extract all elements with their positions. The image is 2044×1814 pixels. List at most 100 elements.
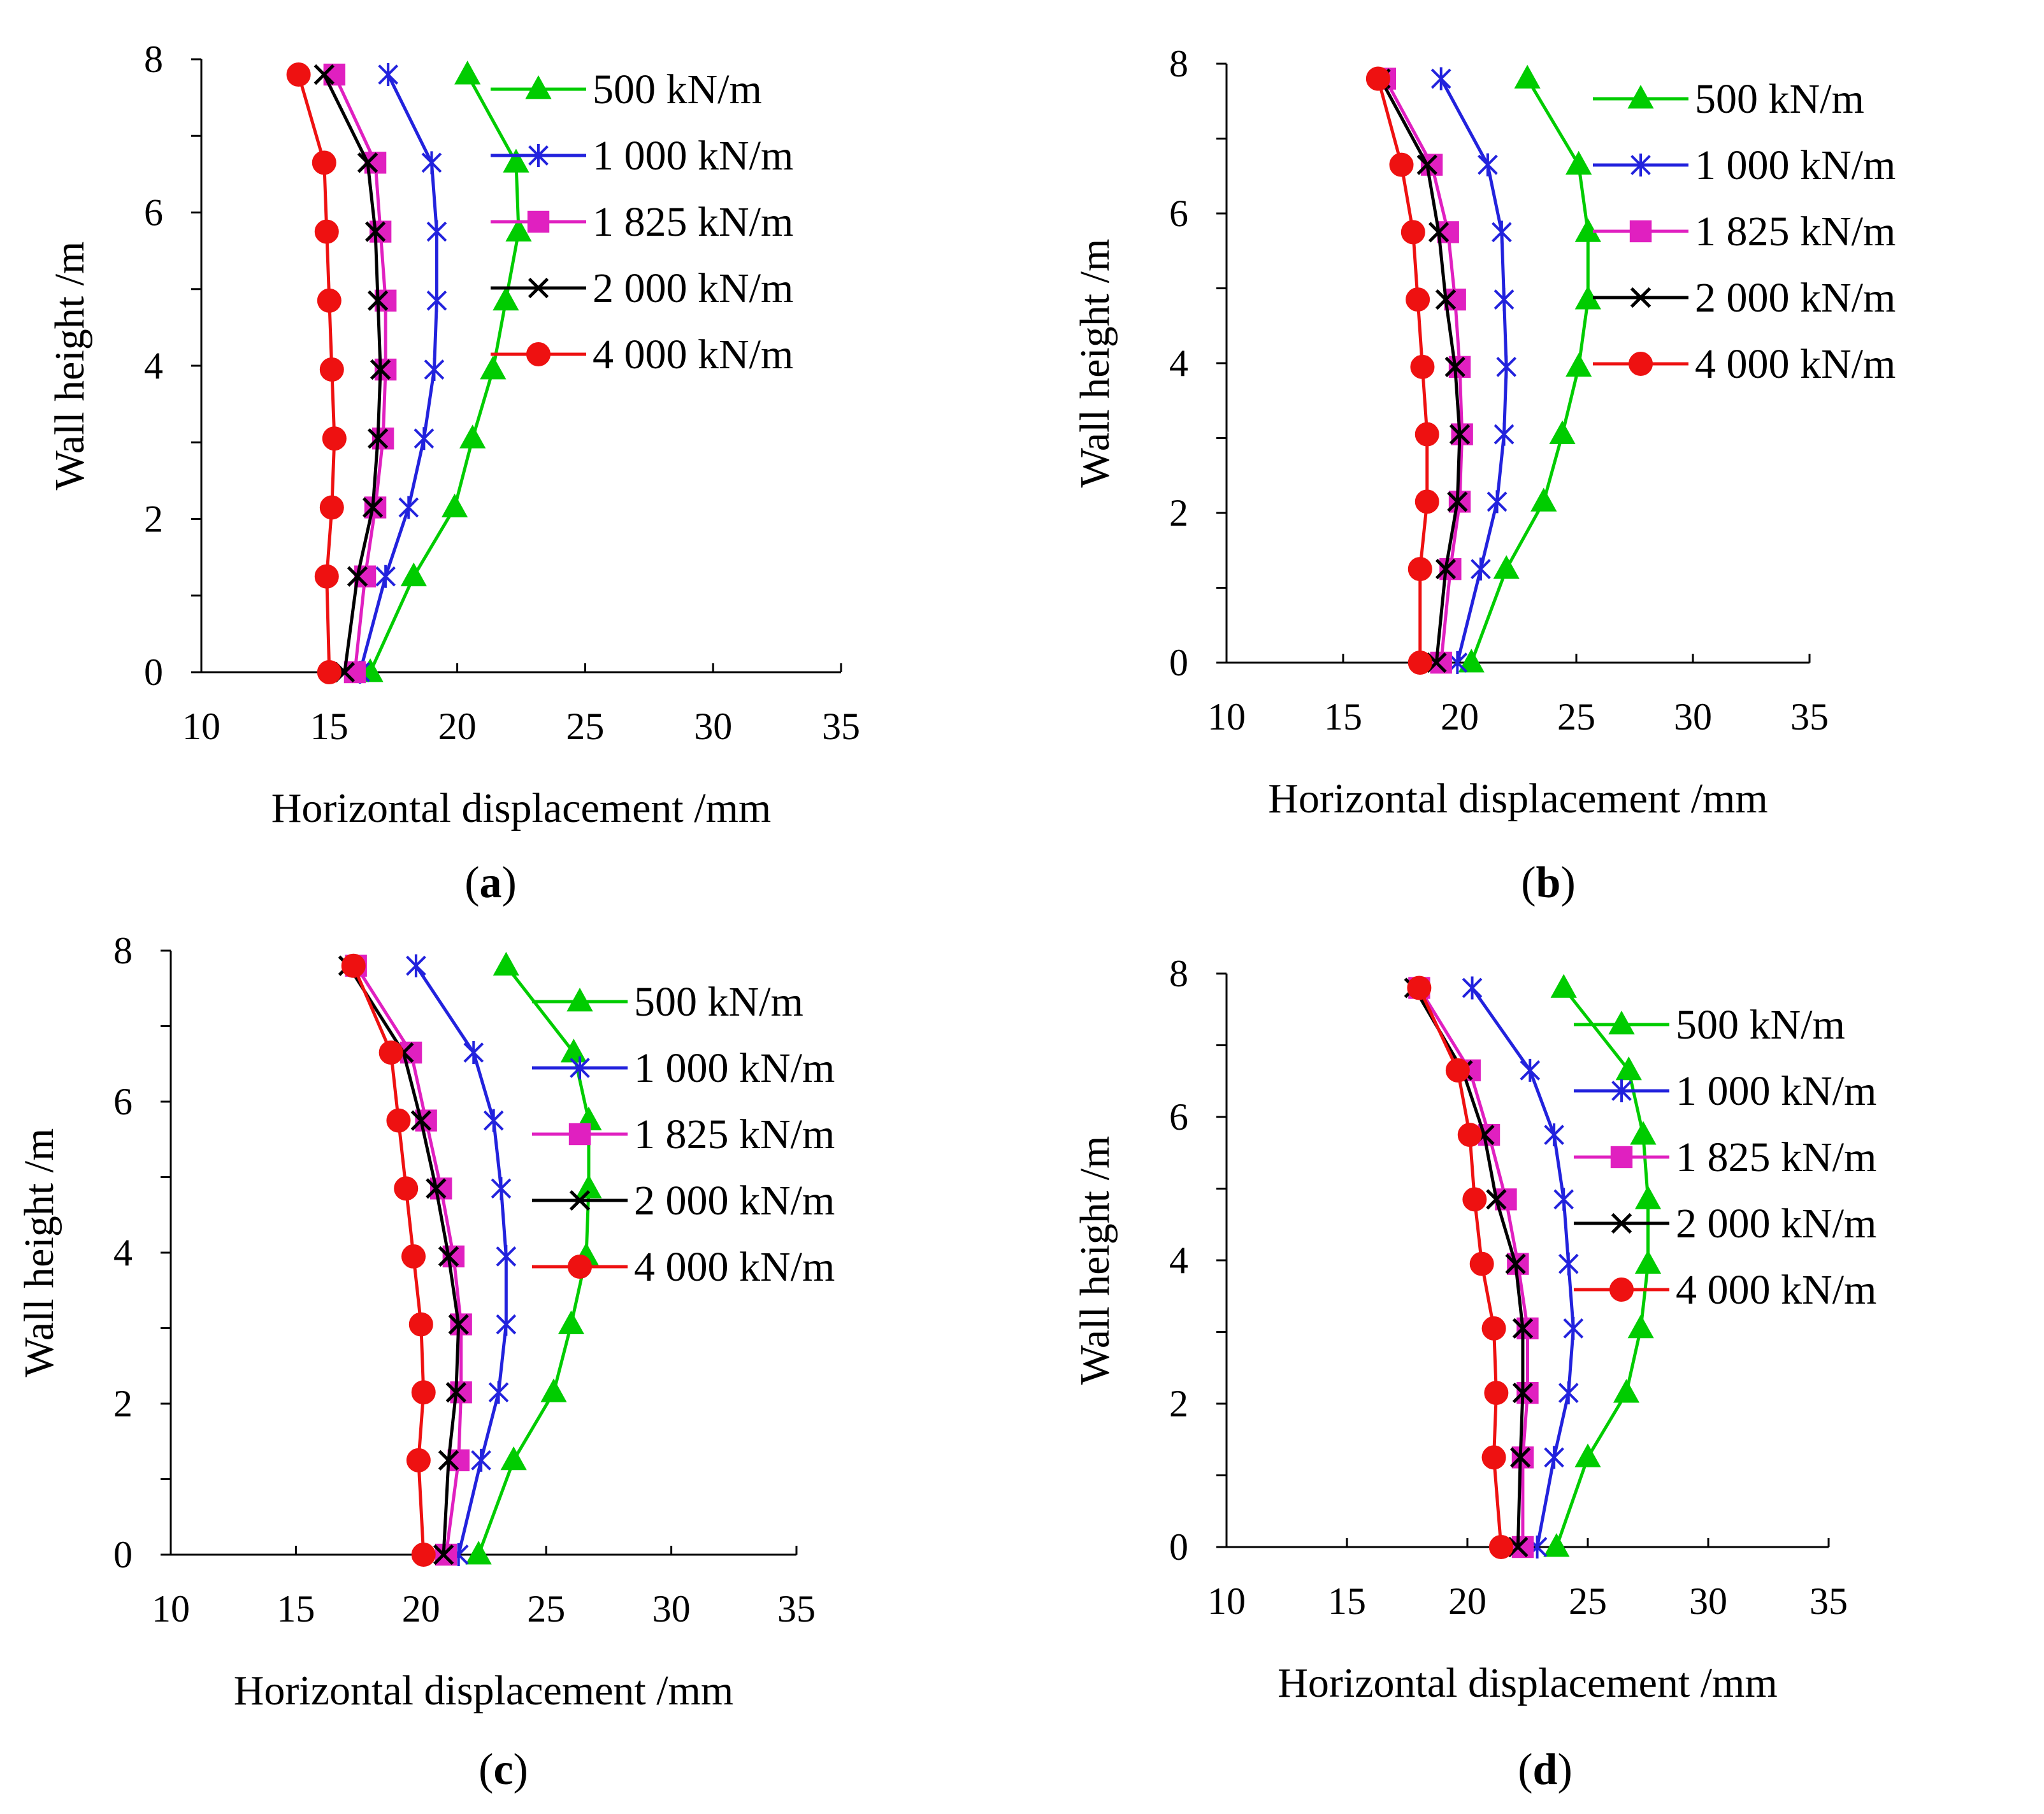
data-point [370,359,391,380]
series-3 [313,64,391,683]
y-axis-title: Wall height /m [1072,1136,1118,1385]
data-point [1451,423,1473,445]
series-3 [1370,68,1471,673]
y-tick-label: 6 [1169,192,1188,234]
data-point [448,1314,469,1335]
data-point [1444,356,1465,378]
x-tick-label: 10 [1207,696,1246,738]
y-tick-label: 6 [144,192,163,234]
x-tick-label: 20 [402,1588,440,1630]
legend-label: 500 kN/m [1695,76,1864,122]
data-point [406,954,426,977]
data-point [317,288,342,313]
data-point [1407,651,1432,675]
legend-marker [528,277,549,299]
data-point [488,1381,509,1404]
panel-caption: (a) [464,858,517,907]
data-point [1512,1382,1534,1404]
legend-marker [568,1255,592,1279]
x-axis-title: Horizontal displacement /mm [271,785,771,831]
data-point [480,356,507,380]
data-point [1458,649,1485,673]
data-point [493,286,519,311]
y-tick-label: 2 [1169,1383,1188,1425]
data-point [459,424,486,449]
legend-label: 1 000 kN/m [1695,142,1896,189]
x-tick-label: 20 [1448,1580,1486,1622]
data-point [1630,1121,1657,1145]
data-point [322,426,347,451]
data-point [1496,355,1517,378]
y-tick-label: 2 [144,498,163,540]
chart-panel-c: 10 15 20 25 30 35 0 2 4 6 8 Horizontal displacement… [16,930,835,1794]
data-point [1462,976,1483,1000]
y-tick-label: 0 [144,651,163,693]
series-4 [1365,66,1439,675]
y-tick-label: 0 [1169,642,1188,684]
y-tick-label: 2 [113,1383,133,1425]
data-point [1634,1185,1662,1209]
data-point [438,1450,459,1471]
legend-label: 500 kN/m [634,979,803,1025]
data-point [313,64,335,85]
legend: 500 kN/m 1 000 kN/m 1 825 kN/m 2 000 kN/m 4 … [1574,1002,1876,1313]
data-point [367,428,389,449]
data-point [496,1313,517,1336]
legend-label: 4 000 kN/m [1676,1267,1876,1313]
legend-marker [1610,1146,1633,1169]
data-point [441,493,468,517]
chart-panel-d: 10 15 20 25 30 35 0 2 4 6 8 Horizontal displacement… [1072,953,1876,1794]
y-tick-label: 4 [1169,342,1188,384]
data-point [1493,288,1515,312]
panel-caption: (c) [479,1745,528,1794]
data-point [1484,1381,1509,1406]
legend-label: 500 kN/m [593,66,762,113]
data-point [1462,1187,1487,1212]
data-point [317,660,342,684]
legend-label: 4 000 kN/m [593,331,793,378]
data-point [493,951,519,976]
caption-close: ) [514,1745,528,1794]
data-point [408,1312,433,1337]
x-tick-label: 20 [1441,696,1479,738]
data-point [1488,1535,1513,1559]
y-tick-label: 2 [1169,492,1188,534]
series-1 [350,63,447,684]
legend-marker [525,75,552,99]
series-4 [286,62,347,684]
data-point [401,1244,426,1269]
series-4 [1407,975,1513,1559]
data-point [364,496,387,519]
data-point [1505,1253,1526,1274]
data-point [1445,1058,1470,1083]
data-point [414,427,435,450]
series-0 [1458,64,1601,673]
data-point [1449,424,1471,445]
legend-marker [1627,85,1654,109]
x-tick-label: 35 [1810,1580,1848,1622]
data-point [1416,154,1437,175]
x-tick-label: 35 [1790,696,1829,738]
data-point [1544,1446,1564,1469]
legend-marker [1608,1011,1635,1035]
y-tick-label: 0 [113,1534,133,1576]
legend-label: 4 000 kN/m [634,1244,835,1290]
caption-letter: a [480,858,502,907]
legend-label: 2 000 kN/m [1676,1200,1876,1247]
data-point [1414,489,1439,514]
data-point [357,152,378,173]
data-point [1410,354,1435,379]
legend-marker [1611,1079,1632,1102]
data-point [1516,1381,1539,1404]
y-tick-label: 8 [1169,43,1188,85]
series-1 [1430,67,1517,674]
data-point [1400,220,1425,245]
data-point [503,148,529,173]
caption-open: ( [1518,1745,1532,1794]
data-point [1550,974,1577,998]
legend-label: 1 000 kN/m [1676,1068,1876,1114]
data-point [463,1040,484,1064]
x-tick-label: 10 [152,1588,190,1630]
data-point [1447,491,1468,512]
data-point [426,289,447,312]
